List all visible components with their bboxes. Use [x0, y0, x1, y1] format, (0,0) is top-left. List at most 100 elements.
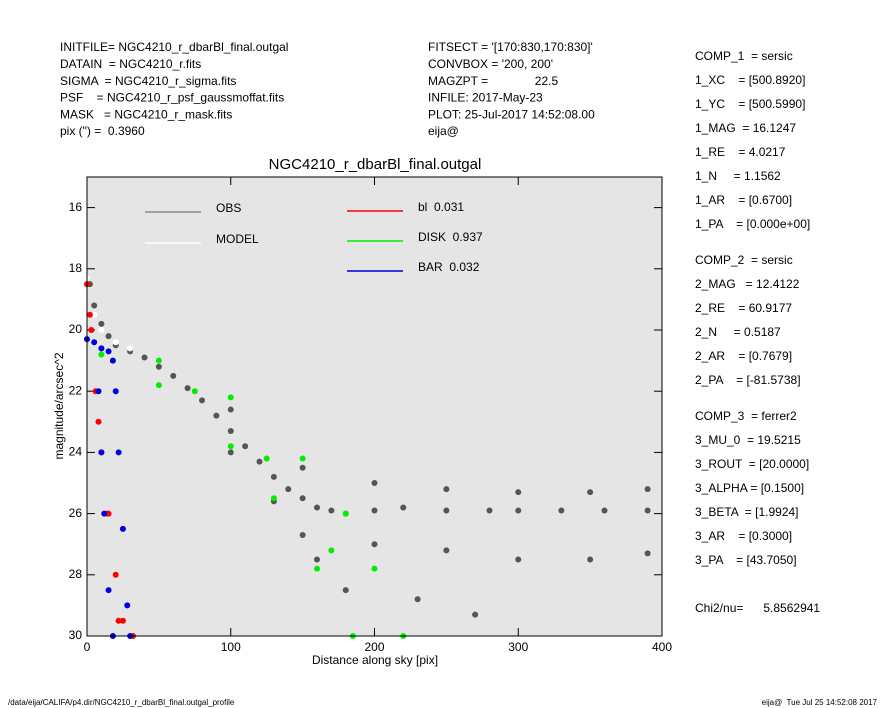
point: [328, 507, 335, 514]
info-line: CONVBOX = '200, 200': [428, 57, 553, 71]
param-line: 3_BETA = [1.9924]: [695, 505, 799, 519]
point: [112, 571, 119, 578]
point: [141, 354, 148, 361]
legend-label: MODEL: [216, 232, 259, 246]
point: [299, 455, 306, 462]
point: [587, 556, 594, 563]
info-line: DATAIN = NGC4210_r.fits: [60, 57, 201, 71]
point: [98, 320, 105, 327]
plot-area: [87, 177, 662, 636]
footer-path: /data/eija/CALIFA/p4.dir/NGC4210_r_dbarB…: [8, 698, 235, 707]
point: [270, 473, 277, 480]
point: [101, 510, 108, 517]
y-tick-label: 20: [69, 322, 83, 336]
param-line: 1_RE = 4.0217: [695, 145, 786, 159]
param-line: COMP_1 = sersic: [695, 49, 793, 63]
y-tick-label: 26: [69, 506, 83, 520]
param-line: COMP_2 = sersic: [695, 253, 793, 267]
point: [227, 449, 234, 456]
point: [644, 507, 651, 514]
point: [242, 443, 249, 450]
point: [371, 480, 378, 486]
x-tick-label: 100: [221, 640, 241, 654]
param-line: 2_RE = 60.9177: [695, 301, 792, 315]
info-line: pix (") = 0.3960: [60, 124, 145, 138]
info-line: SIGMA = NGC4210_r_sigma.fits: [60, 74, 236, 88]
x-tick-label: 400: [652, 640, 672, 654]
point: [213, 412, 220, 419]
point: [227, 394, 234, 401]
point: [155, 382, 162, 389]
point: [199, 397, 205, 404]
point: [314, 565, 320, 572]
info-line: PSF = NGC4210_r_psf_gaussmoffat.fits: [60, 91, 284, 105]
point: [91, 339, 98, 346]
info-line: FITSECT = '[170:830,170:830]': [428, 40, 593, 54]
point: [91, 311, 98, 318]
y-tick-label: 18: [69, 261, 83, 275]
point: [515, 489, 522, 496]
param-line: Chi2/nu= 5.8562941: [695, 601, 820, 615]
point: [105, 348, 112, 355]
y-tick-label: 28: [69, 567, 83, 581]
info-line: eija@: [428, 124, 459, 138]
param-line: 3_MU_0 = 19.5215: [695, 433, 801, 447]
point: [112, 388, 119, 395]
point: [119, 617, 126, 624]
point: [299, 495, 306, 502]
param-line: 3_PA = [43.7050]: [695, 553, 797, 567]
point: [472, 611, 479, 618]
point: [371, 541, 378, 548]
point: [95, 388, 102, 395]
x-tick-label: 0: [84, 640, 91, 654]
point: [98, 351, 105, 358]
point: [115, 617, 122, 624]
x-axis-label: Distance along sky [pix]: [312, 653, 438, 667]
param-line: 2_MAG = 12.4122: [695, 277, 800, 291]
point: [191, 388, 198, 395]
point: [644, 550, 651, 557]
y-axis-label: magnitude/arcsec^2: [52, 352, 66, 459]
param-line: 1_N = 1.1562: [695, 169, 781, 183]
point: [299, 532, 306, 539]
x-tick-label: 300: [508, 640, 528, 654]
point: [88, 327, 95, 333]
point: [227, 443, 234, 450]
point: [314, 556, 320, 563]
point: [119, 525, 126, 532]
point: [601, 507, 608, 514]
point: [414, 596, 421, 603]
point: [328, 547, 335, 554]
point: [342, 510, 349, 517]
y-tick-label: 24: [69, 445, 83, 459]
point: [558, 507, 565, 514]
x-tick-label: 200: [364, 640, 384, 654]
param-line: 2_PA = [-81.5738]: [695, 373, 801, 387]
y-tick-label: 22: [69, 383, 83, 397]
point: [270, 495, 277, 502]
point: [124, 602, 131, 609]
point: [644, 486, 651, 493]
param-line: 3_AR = [0.3000]: [695, 529, 792, 543]
y-tick-label: 30: [69, 628, 83, 642]
param-line: 3_ALPHA = [0.1500]: [695, 481, 804, 495]
param-line: 1_AR = [0.6700]: [695, 193, 792, 207]
point: [515, 507, 522, 514]
point: [285, 486, 292, 493]
legend-label: DISK 0.937: [418, 230, 483, 244]
point: [299, 464, 306, 471]
point: [155, 357, 162, 364]
legend-label: OBS: [216, 201, 241, 215]
point: [400, 504, 407, 511]
point: [115, 449, 122, 456]
point: [95, 418, 102, 425]
param-line: 1_PA = [0.000e+00]: [695, 217, 810, 231]
info-line: INFILE: 2017-May-23: [428, 91, 543, 105]
param-line: 2_N = 0.5187: [695, 325, 781, 339]
point: [486, 507, 493, 514]
point: [112, 339, 119, 346]
point: [105, 587, 112, 594]
info-line: MASK = NGC4210_r_mask.fits: [60, 107, 232, 121]
point: [263, 455, 270, 462]
